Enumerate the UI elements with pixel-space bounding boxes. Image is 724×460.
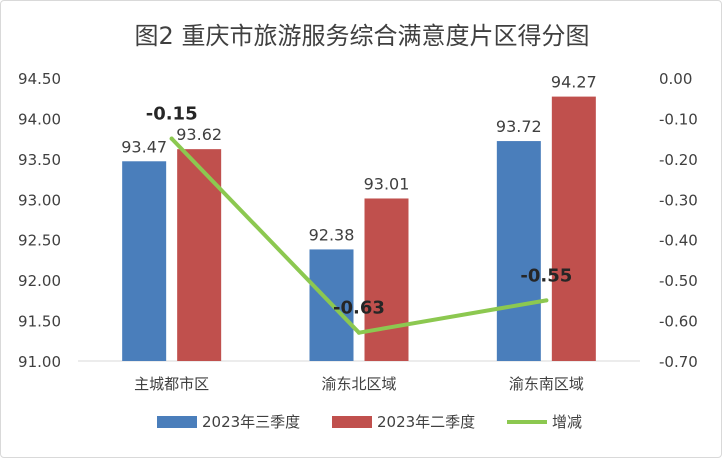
y-left-tick-label: 92.00	[18, 272, 61, 290]
legend-swatch	[332, 416, 372, 428]
bar-value-label: 93.01	[364, 174, 410, 193]
category-label: 渝东北区域	[321, 375, 396, 393]
y-right-tick-label: -0.10	[659, 110, 698, 128]
y-right-tick-label: -0.60	[659, 313, 698, 331]
y-right-tick-label: 0.00	[659, 70, 692, 88]
line-point	[544, 298, 549, 303]
y-right-tick-label: -0.30	[659, 191, 698, 209]
bar	[364, 198, 409, 361]
bar-value-label: 93.72	[496, 117, 542, 136]
bar-value-label: 93.62	[176, 125, 222, 144]
line-value-label: -0.63	[333, 298, 385, 319]
line-value-label: -0.15	[146, 104, 198, 125]
legend-label: 2023年三季度	[202, 413, 300, 431]
chart-title: 图2 重庆市旅游服务综合满意度片区得分图	[135, 22, 590, 50]
category-label: 渝东南区域	[509, 375, 584, 393]
bar-value-label: 92.38	[309, 225, 355, 244]
y-left-tick-label: 91.00	[18, 353, 61, 371]
line-point	[357, 330, 361, 335]
legend-swatch	[157, 416, 197, 428]
y-left-tick-label: 94.00	[18, 110, 61, 128]
bar	[551, 96, 596, 362]
y-left-tick-label: 92.50	[18, 232, 61, 250]
y-right-tick-label: -0.50	[659, 272, 698, 290]
y-right-tick-label: -0.40	[659, 232, 698, 250]
bar	[496, 141, 541, 361]
y-left-tick-label: 93.00	[18, 191, 61, 209]
y-right-tick-label: -0.20	[659, 151, 698, 169]
legend-label: 增减	[552, 413, 582, 431]
line-point	[169, 136, 174, 141]
bar	[122, 161, 167, 361]
legend-label: 2023年二季度	[377, 413, 475, 431]
y-left-tick-label: 94.50	[18, 70, 61, 88]
bar-value-label: 93.47	[121, 137, 167, 156]
category-label: 主城都市区	[134, 375, 209, 393]
y-right-tick-label: -0.70	[659, 353, 698, 371]
y-left-tick-label: 93.50	[18, 151, 61, 169]
line-value-label: -0.55	[520, 265, 572, 286]
y-left-tick-label: 91.50	[18, 313, 61, 331]
bar-value-label: 94.27	[551, 73, 597, 92]
